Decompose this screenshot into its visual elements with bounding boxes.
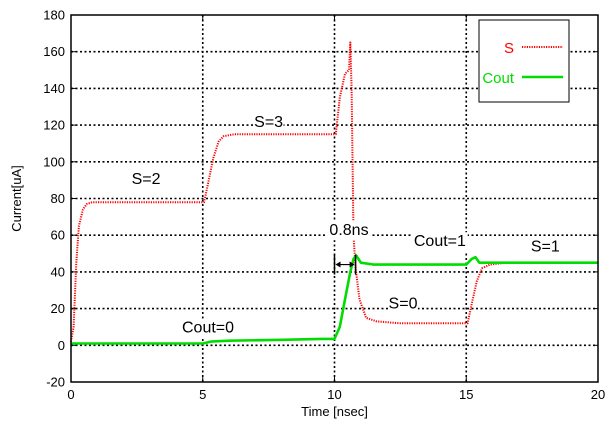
legend-label: S [504, 40, 514, 57]
legend: S Cout [478, 19, 570, 103]
annotation-layer: S=2 S=3 S=0 S=1 Cout=0 Cout=1 0.8ns [131, 112, 561, 338]
y-tick-label: 60 [51, 228, 65, 243]
y-tick-label: 40 [51, 264, 65, 279]
y-tick-label: 20 [51, 301, 65, 316]
y-tick-label: 100 [43, 154, 65, 169]
x-tick-label: 20 [591, 387, 605, 402]
x-tick-label: 10 [327, 387, 341, 402]
y-tick-label: 180 [43, 8, 65, 23]
annotation-background [388, 294, 418, 314]
annotation-label-s0: S=0 [389, 296, 418, 313]
legend-box [478, 19, 570, 103]
x-axis-title: Time [nsec] [301, 404, 368, 419]
annotation-background [412, 232, 468, 252]
y-tick-label: 160 [43, 44, 65, 59]
y-axis-title: Current[uA] [9, 165, 24, 231]
annotation-label-cout1: Cout=1 [414, 233, 466, 250]
series-line-s [70, 41, 598, 342]
annotation-label-s1: S=1 [531, 239, 560, 256]
annotation-background [180, 318, 236, 338]
annotation-background [325, 221, 373, 241]
x-tick-label: 5 [199, 387, 206, 402]
y-tick-label: 80 [51, 191, 65, 206]
annotation-label-s3: S=3 [254, 114, 283, 131]
annotation-label-delay: 0.8ns [329, 222, 368, 239]
y-tick-label: 120 [43, 118, 65, 133]
y-tick-label: 140 [43, 81, 65, 96]
x-tick-label: 0 [67, 387, 74, 402]
legend-label: Cout [482, 70, 515, 87]
x-tick-label: 15 [459, 387, 473, 402]
delay-arrow-left [335, 261, 341, 268]
annotation-background [253, 112, 284, 132]
y-tick-label: 0 [58, 338, 65, 353]
annotation-background [131, 169, 161, 189]
delay-arrow-right [349, 261, 355, 268]
annotation-label-cout0: Cout=0 [182, 319, 234, 336]
annotation-background [530, 237, 561, 257]
plot-frame [70, 14, 599, 383]
y-tick-label: -20 [46, 375, 65, 390]
annotation-label-s2: S=2 [132, 171, 161, 188]
